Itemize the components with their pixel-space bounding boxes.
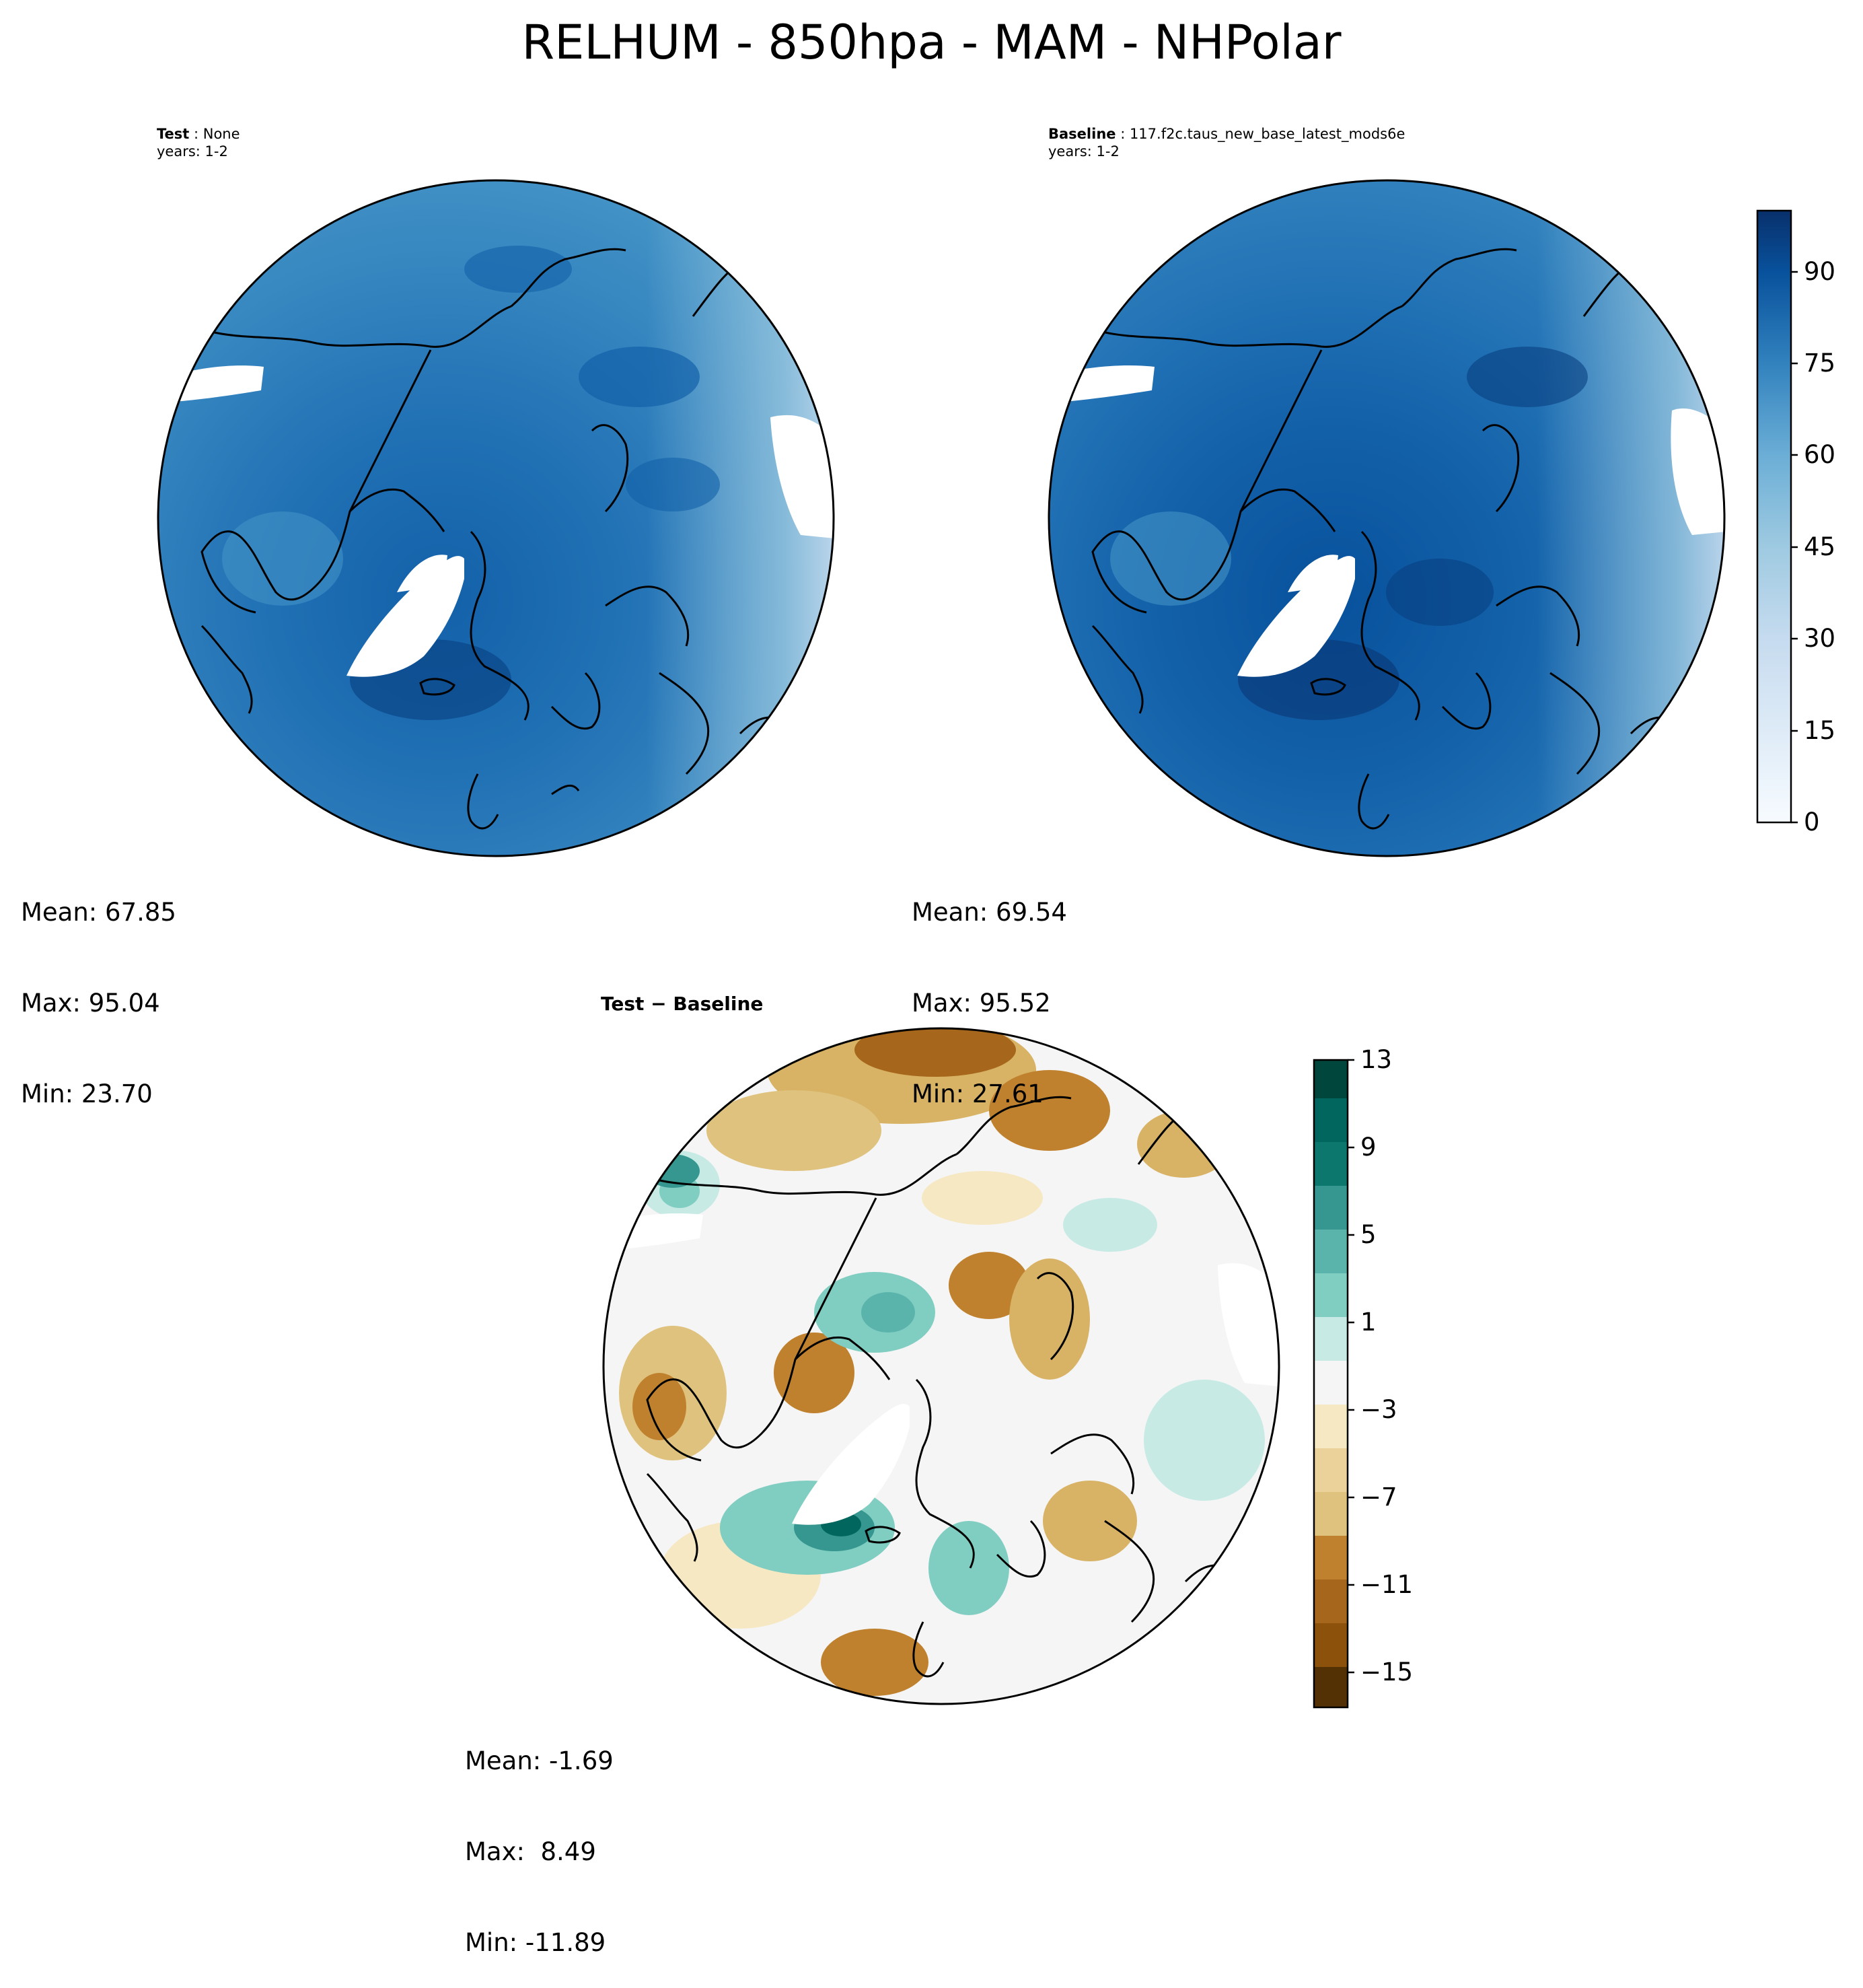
- relhum-tick-label: 45: [1804, 532, 1836, 561]
- relhum-tick-label: 90: [1804, 257, 1836, 286]
- baseline-title-label: Baseline: [1048, 126, 1116, 142]
- baseline-min: Min: 27.61: [912, 1079, 1044, 1108]
- baseline-max: Max: 95.52: [912, 989, 1051, 1018]
- diff-tick-label: 1: [1360, 1308, 1377, 1337]
- relhum-colorbar: [1756, 209, 1798, 824]
- test-stats: Mean: 67.85 Max: 95.04 Min: 23.70: [21, 837, 176, 1139]
- diff-tick-label: −11: [1360, 1570, 1414, 1599]
- diff-stats: Mean: -1.69 Max: 8.49 Min: -11.89: [465, 1685, 614, 1988]
- baseline-map: [1049, 180, 1724, 856]
- diff-colorbar: [1313, 1059, 1354, 1709]
- diff-tick-label: 9: [1360, 1133, 1377, 1162]
- test-title-label: Test: [157, 126, 190, 142]
- baseline-years: years: 1-2: [1048, 143, 1120, 159]
- baseline-title-value: : 117.f2c.taus_new_base_latest_mods6e: [1116, 126, 1405, 142]
- test-mean: Mean: 67.85: [21, 898, 176, 927]
- test-panel-title: Test : None years: 1-2: [157, 125, 240, 160]
- map-canvas: [157, 179, 1798, 1709]
- test-min: Min: 23.70: [21, 1079, 153, 1108]
- diff-title-label: Test − Baseline: [601, 993, 764, 1015]
- baseline-mean: Mean: 69.54: [912, 898, 1067, 927]
- relhum-tick-label: 60: [1804, 440, 1836, 469]
- test-max: Max: 95.04: [21, 989, 160, 1018]
- diff-tick-label: 13: [1360, 1045, 1393, 1074]
- test-map: [158, 180, 834, 856]
- diff-map: [604, 1028, 1279, 1704]
- diff-min: Min: -11.89: [465, 1928, 606, 1957]
- baseline-panel-title: Baseline : 117.f2c.taus_new_base_latest_…: [1048, 125, 1405, 160]
- diff-mean: Mean: -1.69: [465, 1746, 614, 1775]
- diff-tick-label: 5: [1360, 1220, 1377, 1249]
- diff-tick-label: −7: [1360, 1483, 1397, 1512]
- diff-map-border: [602, 1027, 1280, 1705]
- test-years: years: 1-2: [157, 143, 228, 159]
- baseline-map-border: [1048, 179, 1726, 857]
- test-map-border: [157, 179, 835, 857]
- diff-tick-label: −3: [1360, 1395, 1397, 1424]
- diff-tick-label: −15: [1360, 1658, 1414, 1687]
- baseline-stats: Mean: 69.54 Max: 95.52 Min: 27.61: [912, 837, 1067, 1139]
- relhum-tick-label: 75: [1804, 349, 1836, 378]
- diff-panel-title: Test − Baseline: [601, 993, 763, 1016]
- test-title-value: : None: [189, 126, 240, 142]
- relhum-tick-label: 15: [1804, 716, 1836, 745]
- relhum-tick-label: 30: [1804, 624, 1836, 653]
- diff-max: Max: 8.49: [465, 1837, 596, 1866]
- relhum-tick-label: 0: [1804, 808, 1820, 837]
- figure-title: RELHUM - 850hpa - MAM - NHPolar: [521, 15, 1342, 70]
